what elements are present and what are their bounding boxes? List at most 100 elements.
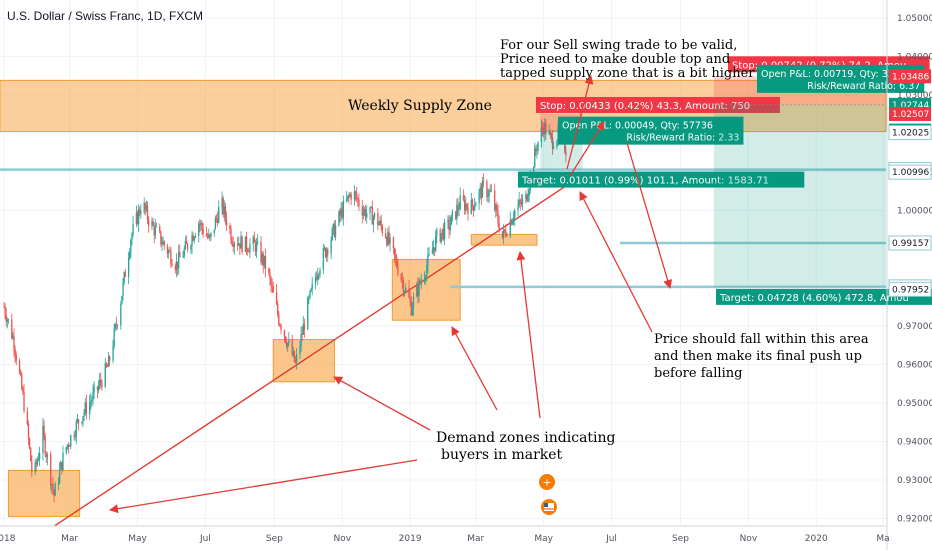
candle-body [178,251,180,269]
candle-body [260,241,262,263]
candle-body [201,222,203,229]
candle-body [283,330,286,337]
candles-layer [3,118,567,503]
candle-body [162,241,164,245]
candle-body [252,237,254,245]
candle-body [5,315,7,322]
note-top-line: For our Sell swing trade to be valid, [500,38,737,53]
candle-body [131,234,133,241]
candle-body [366,213,368,218]
candle-body [194,235,197,238]
candle-body [109,356,111,361]
candle-body [271,285,273,287]
candle-body [84,402,86,413]
alert-icon [539,474,555,490]
candle-body [338,211,340,226]
candle-body [309,290,311,298]
candle-body [101,382,103,387]
candle-body [21,374,23,390]
candle-body [527,195,529,201]
candle-body [123,272,125,282]
candle-body [12,336,14,339]
candle-body [27,423,30,439]
candle-body [420,281,422,284]
candle-body [143,203,145,213]
candle-body [74,436,76,438]
candle-body [184,241,187,249]
candle-body [120,304,122,326]
candle-body [506,235,508,237]
candle-body [364,209,367,218]
candle-body [151,221,153,226]
candle-body [137,209,140,224]
candle-body [565,151,567,156]
candle-body [3,306,5,308]
candle-body [442,228,445,239]
price-badge-label: 1.00996 [892,168,929,178]
candle-body [144,203,146,210]
x-tick-label: Nov [333,534,351,544]
candle-body [106,366,109,368]
candle-body [349,194,351,197]
x-tick-label: Sep [672,534,689,544]
candle-body [526,194,528,201]
candle-body [279,324,281,326]
candle-body [182,256,184,258]
candle-body [556,140,558,148]
candle-body [518,200,520,206]
candle-body [369,207,371,214]
note-top-line: Price need to make double top and [500,52,730,67]
candle-body [58,469,61,483]
candle-body [341,208,343,218]
candle-body [353,191,356,200]
candle-body [208,234,210,238]
price-badge-label: 1.02744 [892,101,929,111]
candle-body [166,245,169,254]
price-badge [889,69,931,84]
candle-body [54,483,56,496]
candle-body [412,296,415,308]
candle-body [393,247,396,256]
candle-body [57,482,60,484]
candle-body [275,292,278,305]
price-badge-label: 0.97952 [892,285,929,295]
candle-body [459,195,461,210]
demand-zone [7,469,81,518]
candle-body [435,235,437,251]
annotation-arrow [626,142,673,289]
stop-label: Stop: 0.00433 (0.42%) 43.3, Amount: 750 [540,101,750,112]
candle-body [418,280,420,296]
candle-body [261,253,263,263]
candle-body [501,231,504,238]
candle-body [334,225,337,237]
flag-widget[interactable]: + [539,474,557,515]
candle-body [431,249,434,254]
target-label-box [518,171,805,188]
candle-body [373,213,376,218]
candle-body [339,211,341,216]
candle-body [402,280,405,293]
candle-body [423,277,426,282]
candle-body [441,228,444,234]
note-top-line: tapped supply zone that is a bit higher [500,66,755,81]
candle-body [89,402,91,415]
candle-body [401,280,403,281]
candle-body [169,250,171,252]
candle-body [342,200,345,218]
candle-body [192,235,194,241]
candle-body [199,223,201,225]
candle-body [541,127,544,130]
plus-icon: + [542,476,551,489]
candle-body [466,203,468,208]
candle-body [104,363,106,387]
candle-body [386,237,388,245]
candle-body [436,229,438,236]
candle-body [66,444,69,447]
candle-body [324,248,327,257]
candle-body [161,244,163,246]
target-label-box [716,288,932,305]
candle-body [433,247,436,251]
candle-body [45,454,47,458]
candle-body [371,207,373,225]
